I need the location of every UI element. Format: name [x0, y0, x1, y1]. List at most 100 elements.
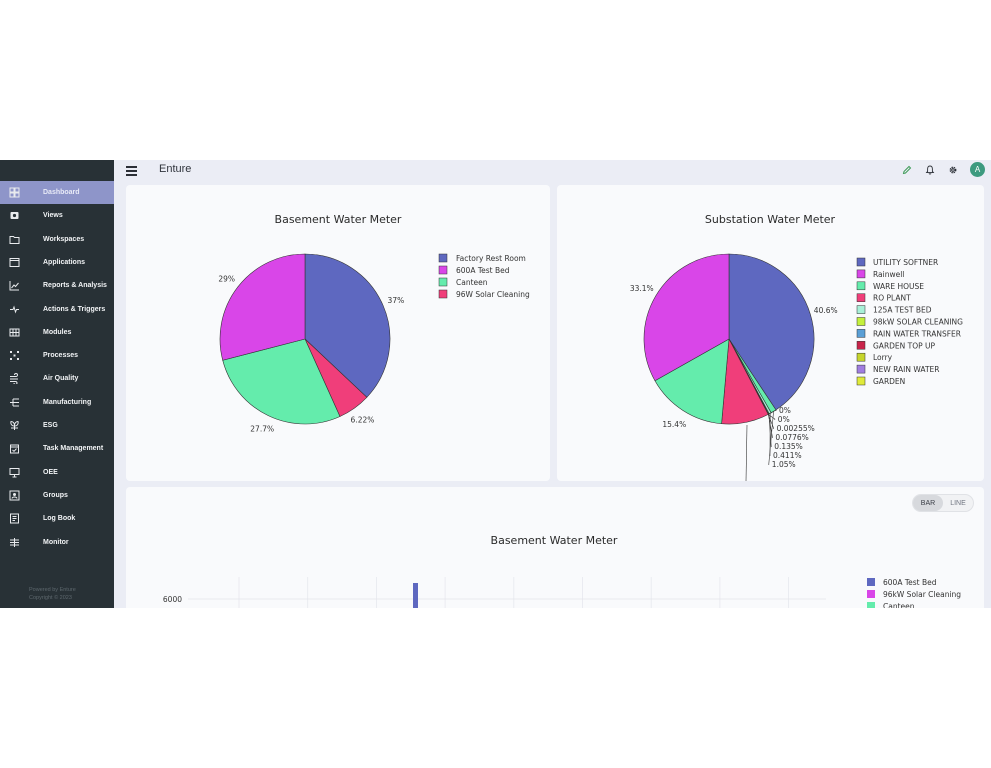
legend-item-garden: GARDEN	[873, 377, 905, 386]
bar-mode-button[interactable]: BAR	[913, 495, 943, 511]
views-icon	[9, 210, 20, 221]
sidebar-item-reports-analysis[interactable]: Reports & Analysis	[0, 274, 114, 297]
legend-swatch	[856, 281, 866, 291]
chart-mode-toggle[interactable]: BAR LINE	[912, 494, 974, 512]
sidebar-item-label: Modules	[43, 328, 72, 336]
calendar-check-icon	[9, 443, 20, 454]
pie-slice[interactable]	[654, 338, 730, 425]
sidebar-item-label: Groups	[43, 491, 68, 499]
gear-icon[interactable]	[947, 164, 959, 176]
sidebar-item-log-book[interactable]: Log Book	[0, 507, 114, 530]
legend-swatch	[856, 364, 866, 374]
sidebar-item-groups[interactable]: Groups	[0, 484, 114, 507]
sidebar-footer: Powered by Enture Copyright © 2023	[29, 586, 76, 602]
sidebar-item-air-quality[interactable]: Air Quality	[0, 367, 114, 390]
slice-label: 0.411%	[773, 451, 802, 460]
processes-icon	[9, 350, 20, 361]
slice-label: 0.00255%	[777, 424, 815, 433]
sidebar-item-label: Reports & Analysis	[43, 282, 107, 290]
footer-powered-by: Powered by Enture	[29, 587, 76, 593]
legend-swatch	[867, 578, 875, 586]
sidebar-item-dashboard[interactable]: Dashboard	[0, 181, 114, 204]
app-window: Dashboard Views Workspaces Applications Repo…	[0, 160, 991, 608]
slice-label: 27.7%	[250, 424, 274, 433]
sidebar-item-label: Manufacturing	[43, 398, 92, 406]
pie-slice-canteen[interactable]	[222, 338, 341, 425]
legend-item-rainwell: Rainwell	[873, 270, 904, 279]
slice-label: 15.4%	[662, 420, 686, 429]
pencil-icon[interactable]	[901, 164, 913, 176]
legend-item-rain-water-transfer: RAIN WATER TRANSFER	[873, 329, 961, 338]
sidebar-item-manufacturing[interactable]: Manufacturing	[0, 391, 114, 414]
pie-slice[interactable]	[643, 253, 730, 382]
air-icon	[9, 373, 20, 385]
sidebar-item-processes[interactable]: Processes	[0, 344, 114, 367]
sidebar-item-task-management[interactable]: Task Management	[0, 437, 114, 460]
callout-line	[768, 414, 772, 447]
sidebar-item-oee[interactable]: OEE	[0, 461, 114, 484]
legend-item-new-rain-water: NEW RAIN WATER	[873, 365, 939, 374]
callout-line	[768, 411, 774, 465]
menu-button[interactable]	[125, 163, 139, 177]
slice-label: 33.1%	[630, 284, 654, 293]
callout-line	[745, 424, 748, 481]
groups-icon	[9, 490, 20, 501]
pie-slice-factory-rest-room[interactable]	[304, 253, 391, 398]
monitor-icon	[9, 467, 20, 478]
legend-item-factory-rest-room: Factory Rest Room	[456, 254, 526, 263]
legend-swatch	[438, 253, 448, 263]
sidebar-item-label: ESG	[43, 422, 58, 429]
legend-swatch	[438, 265, 448, 275]
slice-label: 29%	[218, 274, 235, 283]
legend-item-lorry: Lorry	[873, 353, 893, 362]
book-icon	[9, 513, 20, 524]
sidebar: Dashboard Views Workspaces Applications Repo…	[0, 160, 114, 608]
pie-card-basement: Basement Water Meter 37% 6.22% 27.7% 29% Fact…	[126, 185, 550, 481]
slice-label: 37%	[388, 296, 405, 305]
legend-item-canteen: Canteen	[883, 602, 915, 608]
slice-label: 0.135%	[774, 442, 803, 451]
leaf-icon	[9, 420, 20, 431]
grid-icon	[9, 327, 20, 338]
pie-slice-600a-test-bed[interactable]	[219, 253, 306, 361]
sidebar-item-actions-triggers[interactable]: Actions & Triggers	[0, 298, 114, 321]
sidebar-item-esg[interactable]: ESG	[0, 414, 114, 437]
legend-swatch	[856, 293, 866, 302]
bell-icon[interactable]	[924, 164, 936, 176]
avatar[interactable]: A	[970, 162, 985, 177]
legend-item-600a-test-bed: 600A Test Bed	[456, 266, 510, 275]
legend-item-canteen: Canteen	[456, 278, 488, 287]
sidebar-item-applications[interactable]: Applications	[0, 251, 114, 274]
chart-title: Basement Water Meter	[491, 534, 618, 547]
slice-label: 1.05%	[772, 460, 796, 469]
sidebar-item-views[interactable]: Views	[0, 204, 114, 227]
line-mode-button[interactable]: LINE	[950, 499, 966, 507]
legend-item-125a-test-bed: 125A TEST BED	[873, 306, 932, 315]
chart-title: Basement Water Meter	[275, 213, 402, 226]
legend-swatch	[856, 317, 866, 326]
bar-card-basement: BAR LINE Basement Water Meter 6000 600A Te…	[126, 487, 984, 608]
slice-label: 6.22%	[351, 416, 375, 425]
sidebar-item-label: OEE	[43, 468, 58, 476]
bar[interactable]	[413, 583, 418, 608]
legend-swatch	[856, 352, 866, 362]
sidebar-item-label: Applications	[43, 258, 86, 266]
pie-card-substation: Substation Water Meter 40.6% 15.4% 33.1% 0% 0…	[557, 185, 984, 481]
sidebar-item-workspaces[interactable]: Workspaces	[0, 228, 114, 251]
pie-chart-basement: Basement Water Meter 37% 6.22% 27.7% 29% Fact…	[218, 213, 530, 433]
bar-chart-basement: Basement Water Meter 6000 600A Test Bed 96k…	[163, 534, 961, 608]
footer-copyright: Copyright © 2023	[29, 595, 72, 601]
legend-item-ro-plant: RO PLANT	[873, 294, 911, 303]
legend-item-ware-house: WARE HOUSE	[873, 282, 924, 291]
legend-swatch	[856, 341, 866, 350]
callout-line	[768, 409, 777, 415]
bolt-icon	[9, 304, 20, 315]
topbar: Enture A	[114, 160, 991, 180]
legend-item-96w-solar-cleaning: 96W Solar Cleaning	[456, 290, 530, 299]
legend-item-garden-top-up: GARDEN TOP UP	[873, 341, 936, 350]
sidebar-item-label: Workspaces	[43, 235, 85, 243]
sidebar-item-monitor[interactable]: Monitor	[0, 531, 114, 554]
sidebar-item-modules[interactable]: Modules	[0, 321, 114, 344]
legend-swatch	[438, 277, 448, 287]
slice-label: 0%	[779, 406, 791, 415]
